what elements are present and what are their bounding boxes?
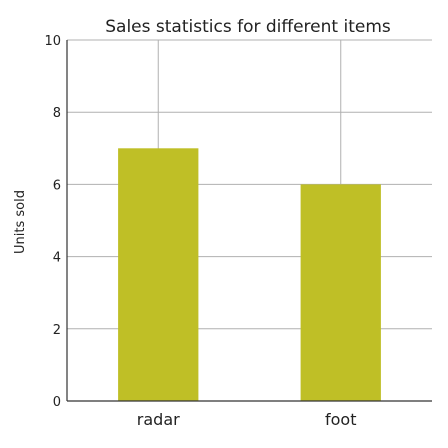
y-tick-label: 4	[53, 251, 61, 266]
y-tick-label: 8	[53, 106, 61, 121]
tick-labels: 0 2 4 6 8 10 radar foot	[44, 34, 356, 429]
y-axis-label: Units sold	[13, 190, 28, 254]
chart-title: Sales statistics for different items	[105, 17, 391, 37]
bars	[118, 148, 381, 401]
y-tick-label: 6	[53, 178, 61, 193]
y-tick-label: 2	[53, 323, 61, 338]
axes	[66, 40, 432, 402]
x-tick-label: radar	[137, 410, 180, 429]
bar-foot	[300, 184, 381, 401]
y-tick-label: 0	[53, 395, 61, 410]
y-tick-label: 10	[44, 34, 61, 49]
x-tick-label: foot	[325, 410, 356, 429]
bar-radar	[118, 148, 199, 401]
